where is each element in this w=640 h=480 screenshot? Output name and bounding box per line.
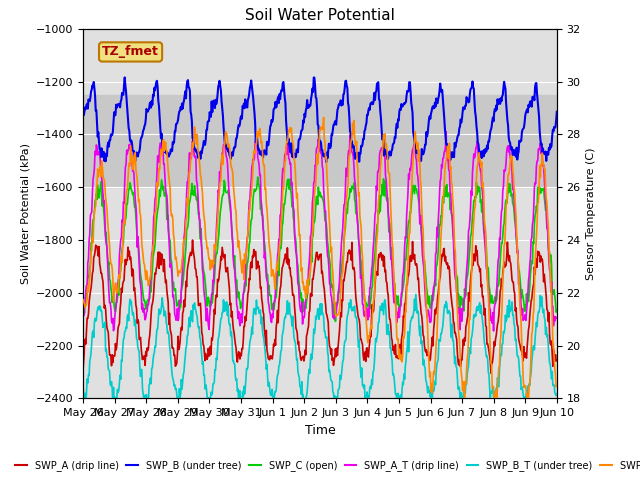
- Y-axis label: Sensor Temperature (C): Sensor Temperature (C): [586, 147, 596, 280]
- Title: Soil Water Potential: Soil Water Potential: [245, 9, 395, 24]
- X-axis label: Time: Time: [305, 424, 335, 437]
- Legend: SWP_A (drip line), SWP_B (under tree), SWP_C (open), SWP_A_T (drip line), SWP_B_: SWP_A (drip line), SWP_B (under tree), S…: [12, 456, 640, 475]
- Bar: [83, 95, 557, 187]
- Text: TZ_fmet: TZ_fmet: [102, 46, 159, 59]
- Y-axis label: Soil Water Potential (kPa): Soil Water Potential (kPa): [20, 143, 30, 284]
